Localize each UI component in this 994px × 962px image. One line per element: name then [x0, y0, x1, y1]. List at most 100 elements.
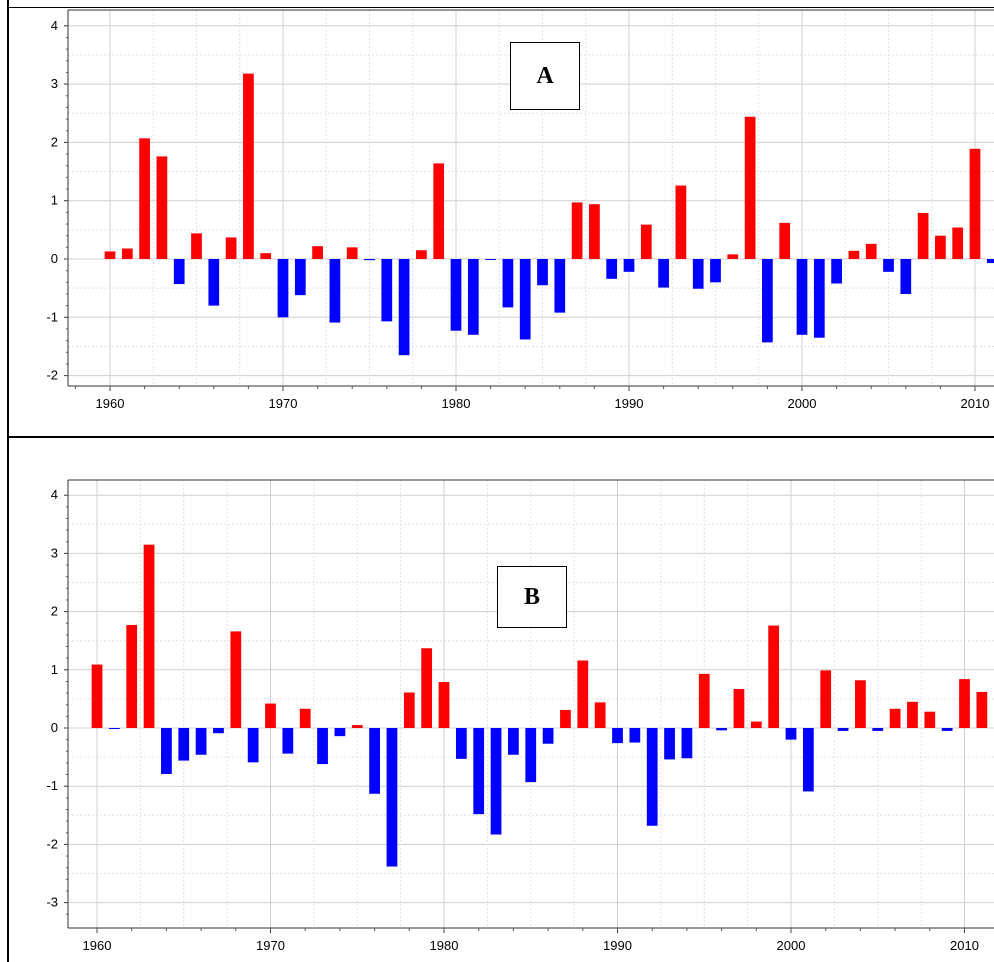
- bar-1973: [317, 728, 328, 765]
- bar-1994: [681, 728, 693, 759]
- bar-1999: [768, 625, 780, 728]
- bar-1969: [247, 728, 259, 763]
- bar-1998: [762, 259, 773, 343]
- bar-2006: [900, 259, 912, 294]
- bar-2011: [976, 691, 988, 728]
- y-tick-label: -3: [46, 895, 58, 910]
- x-tick-label: 2010: [961, 396, 990, 411]
- bar-1982: [473, 728, 485, 815]
- bar-1971: [282, 728, 294, 754]
- bar-1995: [710, 259, 721, 283]
- bar-1960: [91, 664, 103, 728]
- bar-1967: [213, 728, 224, 734]
- bar-1965: [178, 728, 190, 761]
- bar-2007: [907, 701, 918, 728]
- chart-panel-a: 4 3 2 1 0 -1 -2 1960 1970 1980 1990 2000 2010 A: [0, 0, 994, 436]
- bar-1972: [312, 246, 323, 259]
- bar-2008: [935, 235, 946, 259]
- bar-1989: [594, 702, 606, 728]
- bar-1963: [156, 156, 168, 259]
- bar-1991: [629, 728, 641, 743]
- bar-1990: [623, 259, 635, 272]
- y-tick-label: 3: [51, 545, 58, 560]
- y-tick-label: 2: [51, 604, 58, 619]
- bar-1970: [277, 259, 289, 318]
- bar-1990: [612, 728, 623, 744]
- bar-2010: [959, 679, 970, 728]
- bar-1993: [664, 728, 675, 760]
- bar-1980: [450, 259, 462, 331]
- bar-1977: [398, 259, 410, 356]
- bar-1983: [502, 259, 514, 308]
- bar-2007: [917, 212, 929, 259]
- bar-1992: [646, 728, 658, 826]
- bar-1979: [421, 648, 433, 728]
- bar-chart-a: 4 3 2 1 0 -1 -2 1960 1970 1980 1990 2000 2010: [46, 9, 994, 411]
- x-tick-label: 2010: [950, 938, 979, 953]
- panel-label-b: B: [497, 566, 567, 628]
- bar-2009: [952, 227, 964, 259]
- bar-1973: [329, 259, 341, 323]
- bar-1967: [225, 237, 237, 259]
- bar-2011: [986, 259, 994, 264]
- frame-top-a: [7, 7, 994, 8]
- bar-1997: [744, 116, 756, 259]
- bar-2002: [831, 259, 842, 284]
- bar-2000: [785, 728, 797, 740]
- y-tick-label: 0: [51, 720, 58, 735]
- bar-1971: [294, 259, 306, 296]
- x-tick-label: 1980: [430, 938, 459, 953]
- bar-1962: [126, 624, 138, 728]
- bar-1992: [658, 259, 669, 288]
- y-tick-label: -2: [46, 836, 58, 851]
- bar-1980: [438, 682, 450, 728]
- y-tick-label: 0: [51, 251, 58, 266]
- x-tick-label: 1990: [615, 396, 644, 411]
- bar-1987: [560, 709, 571, 728]
- bar-1994: [692, 259, 704, 289]
- bar-1961: [108, 728, 120, 729]
- bar-1984: [519, 259, 531, 340]
- bar-1975: [364, 259, 375, 261]
- bar-1962: [139, 138, 150, 259]
- bar-1965: [191, 233, 202, 259]
- bar-1991: [640, 224, 652, 259]
- panel-label-a: A: [510, 42, 580, 110]
- bar-1975: [351, 725, 363, 728]
- x-tick-label: 1960: [96, 396, 125, 411]
- y-tick-label: -2: [46, 368, 58, 383]
- y-tick-label: -1: [46, 778, 58, 793]
- x-tick-label: 2000: [777, 938, 806, 953]
- frame-left: [7, 0, 9, 962]
- y-tick-label: 4: [51, 487, 58, 502]
- bar-1996: [716, 728, 727, 731]
- bar-2006: [889, 708, 901, 728]
- y-tick-label: 1: [51, 193, 58, 208]
- bar-1964: [161, 728, 172, 774]
- bar-1978: [416, 250, 427, 259]
- bar-1982: [485, 259, 496, 260]
- y-tick-label: -1: [46, 309, 58, 324]
- x-tick-label: 1990: [603, 938, 632, 953]
- bar-2005: [883, 259, 894, 272]
- bar-2008: [924, 711, 936, 728]
- bar-1993: [675, 185, 687, 259]
- chart-panel-b: 4 3 2 1 0 -1 -2 -3 1960 1970 1980 1990 2000 2010 B: [0, 436, 994, 962]
- bar-1998: [750, 721, 762, 728]
- bar-1986: [542, 728, 554, 744]
- bar-1977: [386, 728, 398, 867]
- x-tick-label: 1970: [256, 938, 285, 953]
- x-tick-label: 1970: [269, 396, 298, 411]
- bar-1976: [381, 259, 393, 322]
- bar-2002: [820, 670, 832, 728]
- bar-chart-b: 4 3 2 1 0 -1 -2 -3 1960 1970 1980 1990 2000 2010: [46, 479, 994, 953]
- frame-divider: [7, 436, 994, 438]
- x-tick-label: 1980: [442, 396, 471, 411]
- bar-1972: [299, 708, 311, 728]
- bar-1960: [104, 251, 116, 259]
- bar-1964: [173, 259, 185, 285]
- bar-1974: [334, 728, 346, 737]
- bar-1987: [571, 202, 583, 259]
- y-tick-label: 1: [51, 662, 58, 677]
- bar-1968: [243, 73, 254, 259]
